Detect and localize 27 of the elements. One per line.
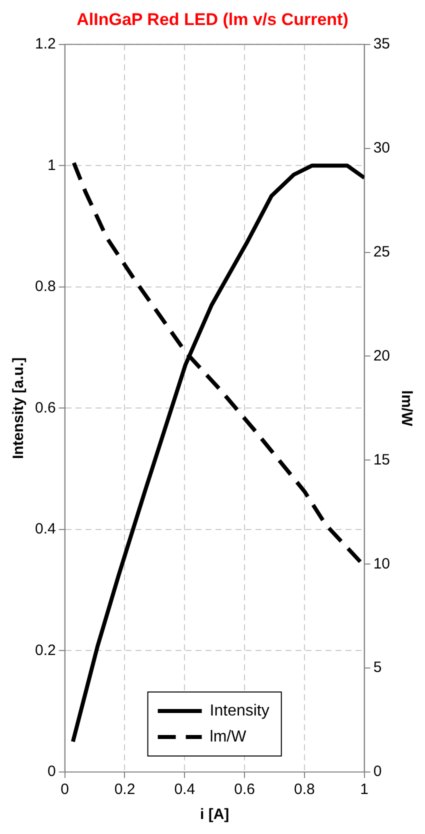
legend-label: lm/W (210, 728, 248, 746)
y-tick-label: 0.6 (34, 399, 56, 416)
y-tick-label: 1 (48, 156, 56, 174)
y-tick-label: 0.2 (34, 642, 56, 659)
y2-axis-title: lm/W (398, 390, 415, 427)
y2-tick-label: 30 (373, 139, 390, 156)
y2-tick-label: 20 (373, 347, 390, 364)
x-axis-title: i [A] (200, 806, 230, 824)
x-tick-label: 1 (360, 781, 368, 798)
y2-tick-label: 5 (373, 659, 382, 676)
y2-tick-label: 15 (373, 451, 390, 468)
y2-tick-label: 35 (373, 36, 390, 53)
y-tick-label: 0 (48, 763, 56, 780)
x-tick-label: 0.4 (174, 781, 196, 798)
y-tick-label: 1.2 (34, 36, 56, 53)
x-tick-label: 0.2 (114, 781, 136, 798)
y-tick-label: 0.8 (34, 278, 56, 296)
x-tick-label: 0.6 (234, 781, 255, 798)
x-tick-label: 0 (60, 781, 70, 798)
chart-title: AlInGaP Red LED (lm v/s Current) (76, 10, 348, 29)
y2-tick-label: 0 (373, 763, 382, 780)
x-tick-label: 0.8 (294, 781, 315, 798)
y-axis-title: Intensity [a.u.] (10, 357, 28, 460)
y-tick-label: 0.4 (34, 520, 56, 538)
y2-tick-label: 25 (373, 243, 390, 260)
legend-label: Intensity (210, 702, 270, 720)
y2-tick-label: 10 (373, 555, 390, 572)
